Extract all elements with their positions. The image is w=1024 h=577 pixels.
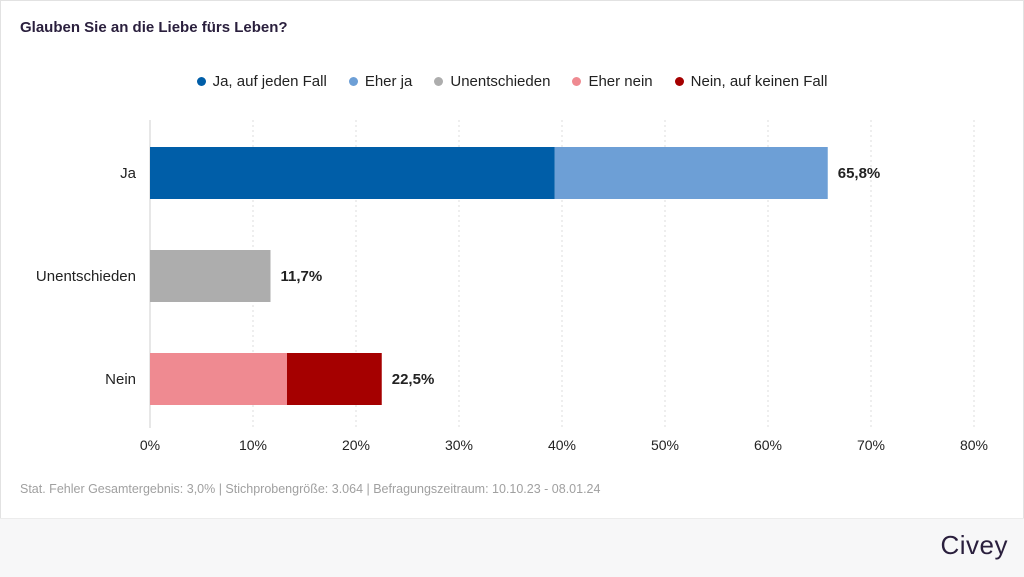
chart-title: Glauben Sie an die Liebe fürs Leben?: [20, 19, 288, 36]
brand-logo: Civey: [940, 530, 1008, 560]
bar-segment: [150, 250, 271, 302]
data-label: 22,5%: [392, 371, 435, 388]
legend-marker: [674, 77, 684, 86]
legend-label: Eher ja: [364, 73, 413, 90]
legend-label: Ja, auf jeden Fall: [212, 73, 327, 90]
category-label: Ja: [120, 165, 137, 182]
data-label: 11,7%: [281, 268, 323, 285]
legend-label: Eher nein: [588, 73, 653, 90]
legend-marker: [572, 77, 582, 86]
bar-segment: [150, 147, 555, 199]
x-tick-label: 80%: [960, 437, 988, 453]
legend-item: Eher nein: [572, 73, 653, 90]
legend-item: Nein, auf keinen Fall: [674, 73, 828, 90]
footnote: Stat. Fehler Gesamtergebnis: 3,0% | Stic…: [20, 482, 601, 496]
x-tick-label: 0%: [140, 437, 160, 453]
data-label: 65,8%: [838, 165, 881, 182]
chart-plot: 0% 10% 20% 30% 40% 50% 60% 70% 80% Ja 65,8% Unentsc…: [36, 120, 988, 453]
legend-item: Unentschieden: [434, 73, 550, 90]
legend-item: Eher ja: [348, 73, 413, 90]
legend-marker: [348, 77, 358, 86]
x-tick-label: 10%: [239, 437, 267, 453]
bar-segment: [286, 353, 382, 405]
x-tick-label: 40%: [548, 437, 576, 453]
legend-marker: [196, 77, 206, 86]
x-tick-label: 60%: [754, 437, 782, 453]
legend-marker: [434, 77, 444, 86]
x-tick-label: 30%: [445, 437, 473, 453]
category-label: Unentschieden: [36, 268, 136, 285]
legend-label: Unentschieden: [450, 73, 551, 90]
chart-legend: Ja, auf jeden Fall Eher ja Unentschieden Eh…: [0, 73, 1024, 90]
legend-item: Ja, auf jeden Fall: [196, 73, 327, 90]
bar-segment: [554, 147, 828, 199]
x-tick-label: 20%: [342, 437, 370, 453]
footer-bar: [0, 518, 1024, 577]
x-tick-label: 50%: [651, 437, 679, 453]
category-label: Nein: [105, 371, 136, 388]
bar-segment: [150, 353, 287, 405]
legend-label: Nein, auf keinen Fall: [690, 73, 828, 90]
x-tick-label: 70%: [857, 437, 885, 453]
